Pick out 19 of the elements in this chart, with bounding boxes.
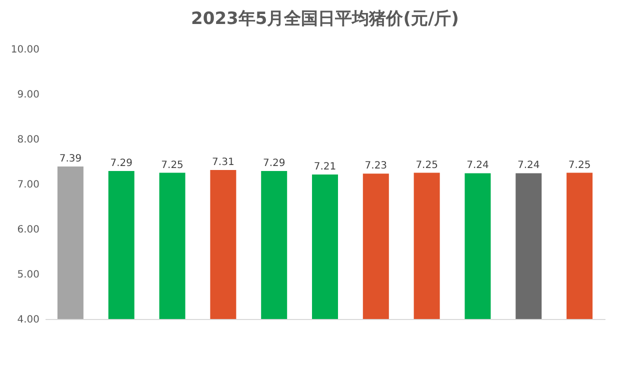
data-label: 7.25 — [416, 160, 438, 171]
y-tick-label: 8.00 — [17, 134, 40, 146]
data-label: 7.24 — [518, 160, 540, 172]
chart-title: 2023年5月全国日平均猪价(元/斤) — [191, 9, 459, 29]
y-tick-label: 7.00 — [17, 180, 40, 190]
data-label: 7.29 — [262, 158, 286, 169]
data-label: 7.39 — [59, 153, 82, 164]
y-tick-label: 5.00 — [17, 270, 40, 280]
data-label: 7.23 — [364, 160, 388, 172]
data-label: 7.29 — [110, 158, 132, 169]
y-tick-label: 9.00 — [17, 90, 40, 100]
data-label: 7.21 — [314, 162, 336, 173]
y-tick-label: 4.00 — [17, 314, 40, 326]
data-label: 7.24 — [466, 160, 489, 172]
y-tick-label: 10.00 — [10, 44, 40, 56]
data-label: 7.25 — [161, 160, 184, 171]
data-label: 7.25 — [568, 160, 591, 171]
data-label: 7.31 — [212, 157, 234, 168]
y-tick-label: 6.00 — [17, 224, 40, 236]
